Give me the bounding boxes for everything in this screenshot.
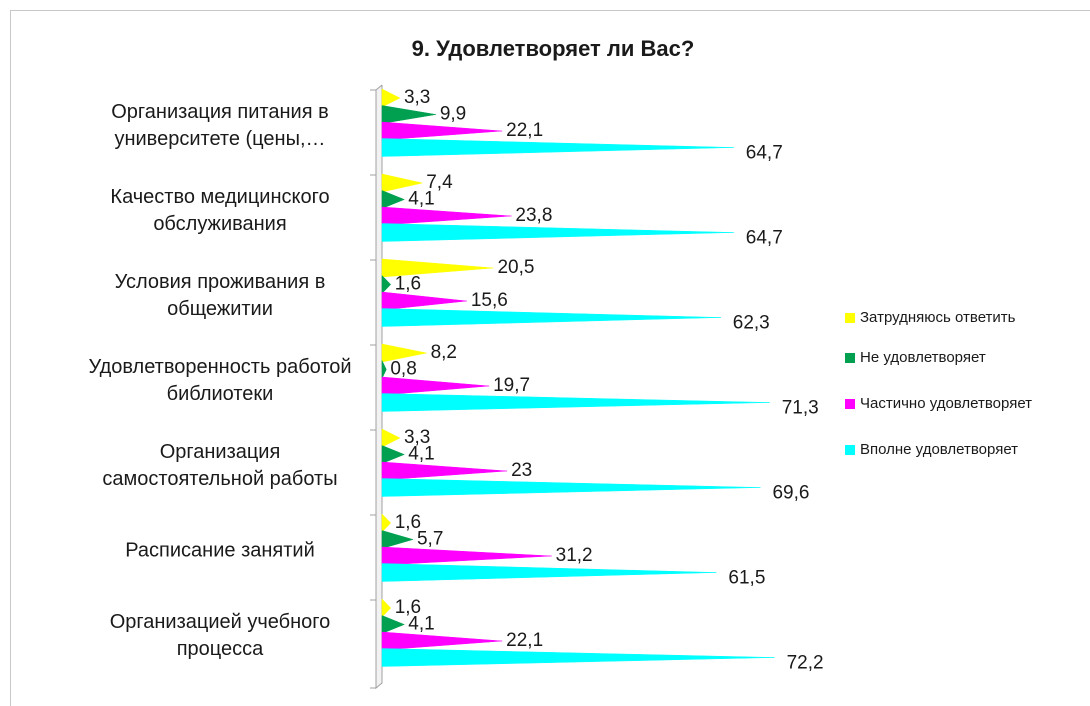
cone-bar <box>381 563 717 582</box>
data-label: 31,2 <box>556 545 593 566</box>
data-label: 9,9 <box>440 104 466 125</box>
category-line: Качество медицинского <box>110 186 329 208</box>
cone-bar <box>381 513 392 533</box>
cone-bar <box>381 461 508 481</box>
data-label: 72,2 <box>787 653 824 674</box>
category-line: Организация <box>160 441 281 463</box>
legend-swatch <box>845 445 855 455</box>
cone-bar <box>381 291 467 311</box>
chart-border <box>10 10 1090 706</box>
cone-bar <box>381 648 775 667</box>
cone-bar <box>381 376 490 396</box>
category-label: Организацией учебного процесса <box>110 611 331 660</box>
cone-bar <box>381 190 405 209</box>
cone-bar <box>381 598 392 618</box>
category-label: Качество медицинского обслуживания <box>110 186 329 235</box>
legend-label: Частично удовлетворяет <box>860 395 1032 412</box>
cone-bar <box>381 393 770 412</box>
data-label: 1,6 <box>395 274 421 295</box>
category-label: Организация питания в университете (цены,… <box>111 101 328 150</box>
legend-label: Затрудняюсь ответить <box>860 309 1016 326</box>
data-label: 23 <box>511 460 532 481</box>
data-label: 19,7 <box>493 375 530 396</box>
data-label: 7,4 <box>426 172 453 193</box>
data-label: 0,8 <box>390 359 416 380</box>
cone-bar <box>381 274 392 295</box>
category-line: общежитии <box>167 298 273 320</box>
cone-bar <box>381 206 512 226</box>
category-line: Удовлетворенность работой <box>88 356 351 378</box>
legend-swatch <box>845 353 855 363</box>
category-line: Условия проживания в <box>115 271 326 293</box>
data-label: 22,1 <box>506 630 543 651</box>
data-label: 4,1 <box>408 189 434 210</box>
cone-bar <box>381 478 761 497</box>
category-line: университете (цены,… <box>114 128 325 150</box>
category-line: Организацией учебного <box>110 611 331 633</box>
cone-bar <box>381 615 405 634</box>
data-label: 23,8 <box>515 205 552 226</box>
cone-bar <box>381 138 734 157</box>
cone-bar <box>381 105 436 124</box>
category-line: Расписание занятий <box>125 540 315 562</box>
cone-bar <box>381 223 734 242</box>
category-line: самостоятельной работы <box>102 468 337 490</box>
category-label: Расписание занятий <box>125 540 315 562</box>
data-label: 3,3 <box>404 87 430 108</box>
data-label: 5,7 <box>417 529 443 550</box>
axis-wall-face <box>375 84 383 690</box>
category-line: Организация питания в <box>111 101 328 123</box>
cone-bar <box>381 631 503 651</box>
data-label: 69,6 <box>772 483 809 504</box>
data-label: 1,6 <box>395 512 421 533</box>
data-label: 1,6 <box>395 597 421 618</box>
cone-bar <box>381 258 494 278</box>
data-label: 8,2 <box>431 342 457 363</box>
category-label: Удовлетворенность работой библиотеки <box>88 356 351 405</box>
data-label: 62,3 <box>733 313 770 334</box>
chart-title: 9. Удовлетворяет ли Вас? <box>412 36 695 61</box>
category-line: библиотеки <box>167 383 274 405</box>
data-label: 4,1 <box>408 614 434 635</box>
cone-bar <box>381 445 405 464</box>
cone-bar <box>381 530 414 549</box>
data-label: 71,3 <box>782 398 819 419</box>
data-label: 4,1 <box>408 444 434 465</box>
legend-swatch <box>845 313 855 323</box>
cone-bar <box>381 173 423 193</box>
data-label: 64,7 <box>746 143 783 164</box>
data-label: 22,1 <box>506 120 543 141</box>
data-label: 3,3 <box>404 427 430 448</box>
cone-bar <box>381 308 721 327</box>
data-label: 64,7 <box>746 228 783 249</box>
data-label: 61,5 <box>728 568 765 589</box>
legend-label: Не удовлетворяет <box>860 349 986 366</box>
data-label: 15,6 <box>471 290 508 311</box>
cone-bar <box>381 360 387 379</box>
legend-swatch <box>845 399 855 409</box>
data-label: 20,5 <box>497 257 534 278</box>
cone-bar <box>381 88 401 108</box>
cone-bar <box>381 428 401 448</box>
category-line: обслуживания <box>153 213 286 235</box>
cone-bar <box>381 546 552 566</box>
cone-bar <box>381 343 427 363</box>
category-label: Условия проживания в общежитии <box>115 271 326 320</box>
legend-label: Вполне удовлетворяет <box>860 441 1018 458</box>
cone-bar <box>381 121 503 141</box>
category-label: Организация самостоятельной работы <box>102 441 337 490</box>
category-line: процесса <box>177 638 264 660</box>
